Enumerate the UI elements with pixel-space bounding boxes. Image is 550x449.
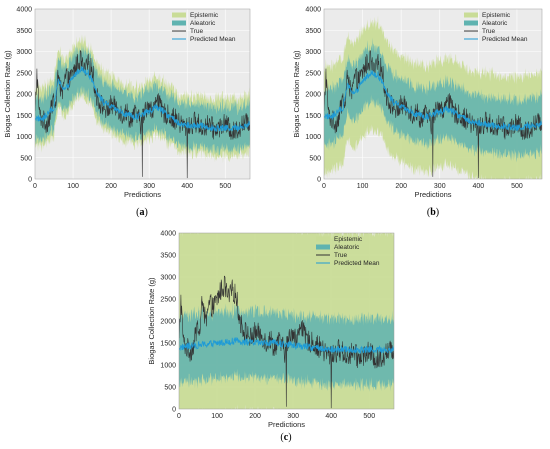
legend-label: Epistemic <box>334 236 363 243</box>
y-axis-label: Biogas Collection Rate (g) <box>292 50 301 138</box>
x-tick-label: 200 <box>249 413 261 420</box>
y-tick-label: 0 <box>28 177 32 184</box>
x-tick-label: 500 <box>363 413 375 420</box>
x-tick-label: 300 <box>287 413 299 420</box>
y-tick-label: 1500 <box>305 113 321 120</box>
x-tick-label: 400 <box>181 183 193 190</box>
series-predicted-mean-line <box>324 70 542 131</box>
y-tick-label: 2500 <box>160 297 176 304</box>
legend-label: True <box>334 252 348 259</box>
legend-label: Predicted Mean <box>190 36 236 43</box>
y-tick-label: 2500 <box>305 70 321 77</box>
y-tick-label: 3000 <box>16 49 32 56</box>
y-tick-label: 1000 <box>160 363 176 370</box>
axes-frame <box>34 8 251 180</box>
series-predicted-mean-line <box>179 337 394 354</box>
legend-label: Epistemic <box>190 12 219 19</box>
series-true-line <box>179 275 394 409</box>
axes-frame <box>323 8 543 180</box>
series-predicted-mean-line <box>35 66 250 132</box>
legend-swatch-epistemic <box>172 12 186 18</box>
series-group <box>179 233 394 409</box>
legend-swatch-epistemic <box>464 12 478 18</box>
series-group <box>35 34 250 179</box>
legend-label: Predicted Mean <box>334 260 380 267</box>
y-tick-label: 4000 <box>305 7 321 14</box>
y-tick-label: 3500 <box>16 28 32 35</box>
legend-label: True <box>190 28 204 35</box>
x-tick-label: 300 <box>434 183 446 190</box>
y-tick-label: 1000 <box>305 134 321 141</box>
x-tick-label: 500 <box>219 183 231 190</box>
x-tick-label: 100 <box>211 413 223 420</box>
y-axis-label: Biogas Collection Rate (g) <box>147 277 156 365</box>
x-axis-label: Predictions <box>268 420 305 429</box>
y-tick-label: 0 <box>317 177 321 184</box>
panel-label: (a) <box>136 207 148 218</box>
legend-label: Predicted Mean <box>482 36 528 43</box>
y-tick-label: 3000 <box>305 49 321 56</box>
x-tick-label: 500 <box>511 183 523 190</box>
y-tick-label: 0 <box>172 407 176 414</box>
y-tick-label: 500 <box>164 385 176 392</box>
y-tick-label: 3000 <box>160 275 176 282</box>
legend-swatch-aleatoric <box>464 20 478 26</box>
legend-swatch-aleatoric <box>172 20 186 26</box>
legend-label: Aleatoric <box>190 20 216 27</box>
y-axis-label: Biogas Collection Rate (g) <box>3 50 12 138</box>
x-axis-label: Predictions <box>124 190 161 199</box>
x-tick-label: 0 <box>33 183 37 190</box>
x-tick-label: 100 <box>67 183 79 190</box>
legend-label: Aleatoric <box>334 244 360 251</box>
chart-panel-c: 0 100 200 300 400 500 0 500 1000 1500 2000 2500 3000… <box>147 231 395 443</box>
x-axis-label: Predictions <box>414 190 451 199</box>
x-tick-label: 200 <box>105 183 117 190</box>
series-group <box>324 15 542 179</box>
legend-label: True <box>482 28 496 35</box>
legend-swatch-aleatoric <box>316 244 330 250</box>
x-tick-label: 400 <box>472 183 484 190</box>
y-tick-label: 3500 <box>160 253 176 260</box>
chart-panel-a: 0 100 200 300 400 500 0 500 1000 1500 2000 2500 3000… <box>3 7 251 218</box>
x-tick-label: 100 <box>357 183 369 190</box>
y-tick-label: 1500 <box>16 113 32 120</box>
y-tick-label: 500 <box>309 155 321 162</box>
panel-label: (b) <box>427 207 439 218</box>
y-tick-label: 2500 <box>16 70 32 77</box>
legend-label: Aleatoric <box>482 20 508 27</box>
legend-label: Epistemic <box>482 12 511 19</box>
chart-panel-b: 0 100 200 300 400 500 0 500 1000 1500 2000 2500 3000… <box>292 7 543 218</box>
series-true-line <box>35 50 250 179</box>
y-tick-label: 500 <box>20 155 32 162</box>
y-tick-label: 3500 <box>305 28 321 35</box>
y-tick-label: 2000 <box>160 319 176 326</box>
y-tick-label: 2000 <box>305 92 321 99</box>
y-tick-label: 1500 <box>160 341 176 348</box>
legend-swatch-epistemic <box>316 236 330 242</box>
y-tick-label: 4000 <box>160 231 176 238</box>
x-tick-label: 400 <box>325 413 337 420</box>
x-tick-label: 200 <box>395 183 407 190</box>
axes-frame <box>178 232 395 410</box>
x-tick-label: 0 <box>177 413 181 420</box>
y-tick-label: 2000 <box>16 92 32 99</box>
x-tick-label: 300 <box>143 183 155 190</box>
y-tick-label: 4000 <box>16 7 32 14</box>
panel-label: (c) <box>280 432 291 443</box>
y-tick-label: 1000 <box>16 134 32 141</box>
x-tick-label: 0 <box>322 183 326 190</box>
